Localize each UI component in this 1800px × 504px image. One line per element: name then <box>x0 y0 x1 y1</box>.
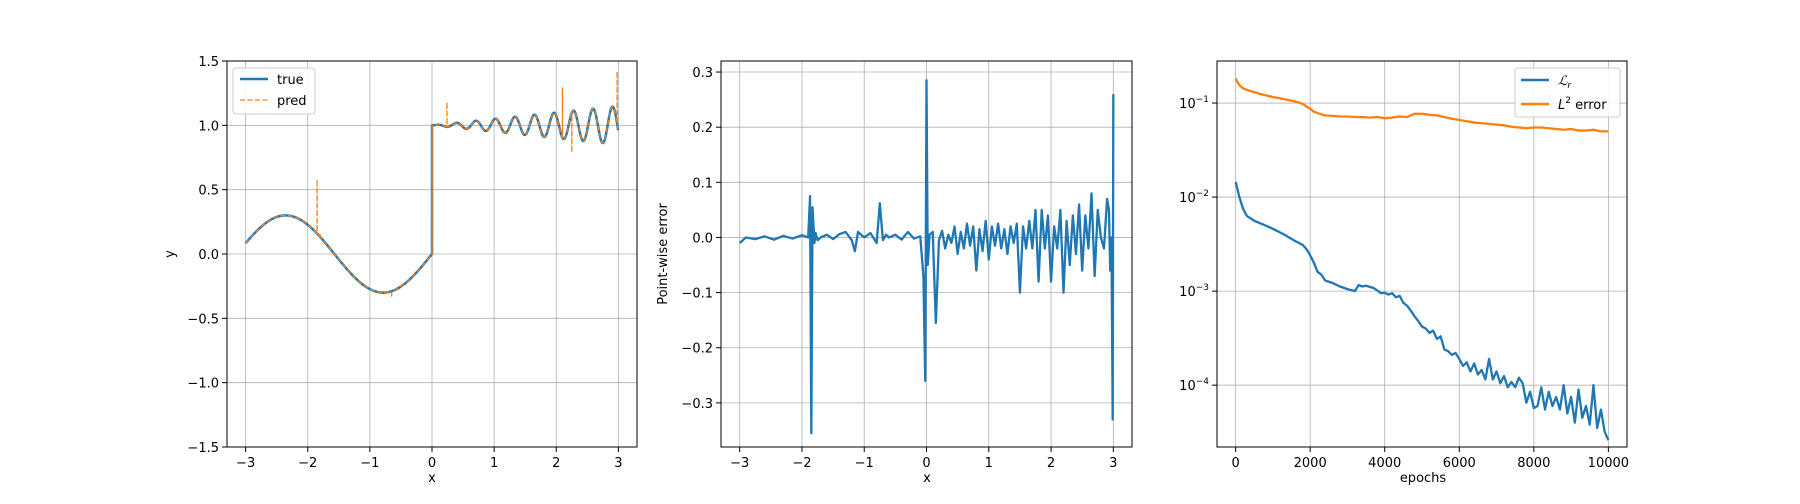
y-tick-label: −1.0 <box>187 377 219 392</box>
x-tick-label: 0 <box>922 456 930 471</box>
y-tick-label: −0.3 <box>681 397 713 412</box>
x-tick-label: −3 <box>730 456 749 471</box>
series-line-l2-error <box>1234 77 1609 133</box>
y-tick-label: 0.3 <box>692 66 713 81</box>
x-tick-label: 1 <box>490 456 498 471</box>
x-tick-label: −3 <box>236 456 255 471</box>
panel-error: −3 −2 −1 0 1 2 3 −0.3 −0.2 −0.1 0.0 0.1 0.2 0.3 x Poi… <box>656 60 1133 486</box>
y-tick-label: −0.2 <box>681 342 713 357</box>
legend: ℒr L2 error <box>1514 67 1621 118</box>
x-tick-label: 6000 <box>1443 456 1476 471</box>
y-tick-label: 10−2 <box>1179 189 1209 206</box>
x-tick-label: 0 <box>428 456 436 471</box>
x-tick-label: −2 <box>792 456 811 471</box>
x-tick-label: 3 <box>614 456 622 471</box>
y-tick-label: 10−1 <box>1179 95 1209 112</box>
y-tick-label: 0.0 <box>198 248 219 263</box>
y-tick-label: −0.1 <box>681 287 713 302</box>
legend-label-l2-error: L2 error <box>1558 96 1607 113</box>
legend-label-true: true <box>277 73 304 88</box>
y-tick-label: 1.0 <box>198 119 219 134</box>
x-tick-label: 2 <box>1047 456 1055 471</box>
x-axis-label: x <box>428 471 436 486</box>
x-tick-label: −1 <box>855 456 874 471</box>
legend: true pred <box>232 67 316 115</box>
x-axis-label: epochs <box>1400 471 1447 486</box>
y-tick-label: 1.5 <box>198 55 219 70</box>
x-tick-label: 10000 <box>1588 456 1629 471</box>
y-tick-label: 10−4 <box>1179 377 1209 394</box>
x-tick-label: 0 <box>1231 456 1239 471</box>
legend-label-pred: pred <box>277 94 307 109</box>
x-tick-label: 8000 <box>1517 456 1550 471</box>
x-tick-label: −1 <box>360 456 379 471</box>
y-tick-label: 10−3 <box>1179 283 1209 300</box>
series-line-pred <box>245 70 619 299</box>
x-axis-label: x <box>923 471 931 486</box>
y-tick-label: 0.5 <box>198 184 219 199</box>
y-axis-label: Point-wise error <box>656 203 671 305</box>
y-tick-label: 0.0 <box>692 231 713 246</box>
y-tick-label: 0.1 <box>692 176 713 191</box>
x-tick-label: 2000 <box>1294 456 1327 471</box>
x-tick-label: 1 <box>985 456 993 471</box>
x-tick-label: −2 <box>298 456 317 471</box>
y-tick-label: −0.5 <box>187 312 219 327</box>
plot-frame <box>1216 60 1628 448</box>
y-tick-label: 0.2 <box>692 121 713 136</box>
x-tick-label: 3 <box>1109 456 1117 471</box>
series-line-error <box>738 79 1115 435</box>
y-tick-label: −1.5 <box>187 441 219 456</box>
x-tick-label: 2 <box>552 456 560 471</box>
y-axis-label: y <box>163 250 178 258</box>
legend-label-residual-loss: ℒr <box>1558 74 1572 91</box>
panel-function: −3 −2 −1 0 1 2 3 −1.5 −1.0 −0.5 0.0 0.5 1.0 1.5 x y t… <box>163 55 638 486</box>
x-tick-label: 4000 <box>1368 456 1401 471</box>
panel-training: 0 2000 4000 6000 8000 10000 10−4 10−3 10−2 10−1 e… <box>1179 60 1629 486</box>
series-line-residual-loss <box>1234 181 1610 441</box>
